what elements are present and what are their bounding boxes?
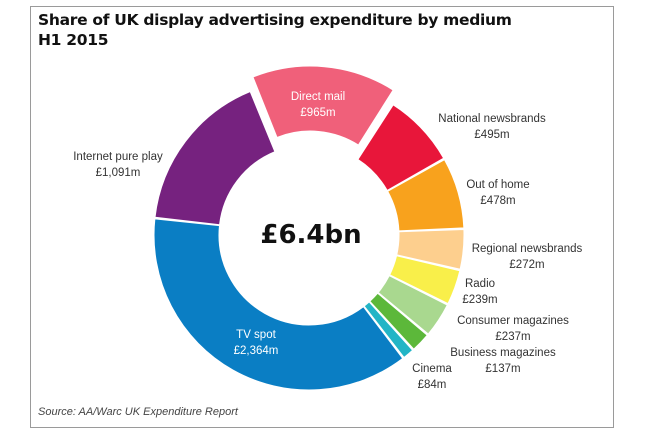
- slice-value-direct-mail: £965m: [300, 107, 335, 119]
- slice-label-cinema: Cinema: [412, 363, 452, 375]
- slice-internet-pure-play: [154, 90, 276, 226]
- chart-title: Share of UK display advertising expendit…: [38, 10, 512, 50]
- slice-tv-spot: [153, 218, 404, 391]
- total-label: £6.4bn: [260, 220, 361, 250]
- slice-value-internet-pure-play: £1,091m: [96, 167, 141, 179]
- slice-national-newsbrands: [357, 104, 445, 192]
- slice-value-consumer-magazines: £237m: [495, 331, 530, 343]
- slice-consumer-magazines: [377, 275, 448, 335]
- slice-label-tv-spot: TV spot: [236, 329, 276, 341]
- slice-value-regional-newsbrands: £272m: [509, 259, 544, 271]
- slice-cinema: [363, 301, 414, 359]
- chart-title-main: Share of UK display advertising expendit…: [38, 11, 512, 29]
- slice-label-national-newsbrands: National newsbrands: [438, 113, 546, 125]
- slice-radio: [389, 255, 461, 305]
- slice-label-consumer-magazines: Consumer magazines: [457, 315, 569, 327]
- slice-value-radio: £239m: [462, 294, 497, 306]
- slice-value-out-of-home: £478m: [480, 195, 515, 207]
- donut-slices: [153, 65, 465, 391]
- slice-label-out-of-home: Out of home: [466, 179, 529, 191]
- slice-labels: Direct mail £965m National newsbrands £495m…: [73, 91, 582, 391]
- slice-regional-newsbrands: [396, 228, 465, 270]
- slice-label-radio: Radio: [465, 278, 495, 290]
- chart-title-period: H1 2015: [38, 31, 109, 49]
- slice-label-internet-pure-play: Internet pure play: [73, 151, 163, 163]
- slice-value-cinema: £84m: [418, 379, 447, 391]
- slice-direct-mail: [252, 65, 394, 146]
- source-note: Source: AA/Warc UK Expenditure Report: [38, 406, 238, 418]
- slice-label-direct-mail: Direct mail: [291, 91, 345, 103]
- slice-value-tv-spot: £2,364m: [234, 345, 279, 357]
- slice-value-business-magazines: £137m: [485, 363, 520, 375]
- slice-business-magazines: [369, 292, 428, 350]
- slice-label-regional-newsbrands: Regional newsbrands: [472, 243, 583, 255]
- slice-value-national-newsbrands: £495m: [474, 129, 509, 141]
- slice-label-business-magazines: Business magazines: [450, 347, 556, 359]
- slice-out-of-home: [386, 158, 465, 232]
